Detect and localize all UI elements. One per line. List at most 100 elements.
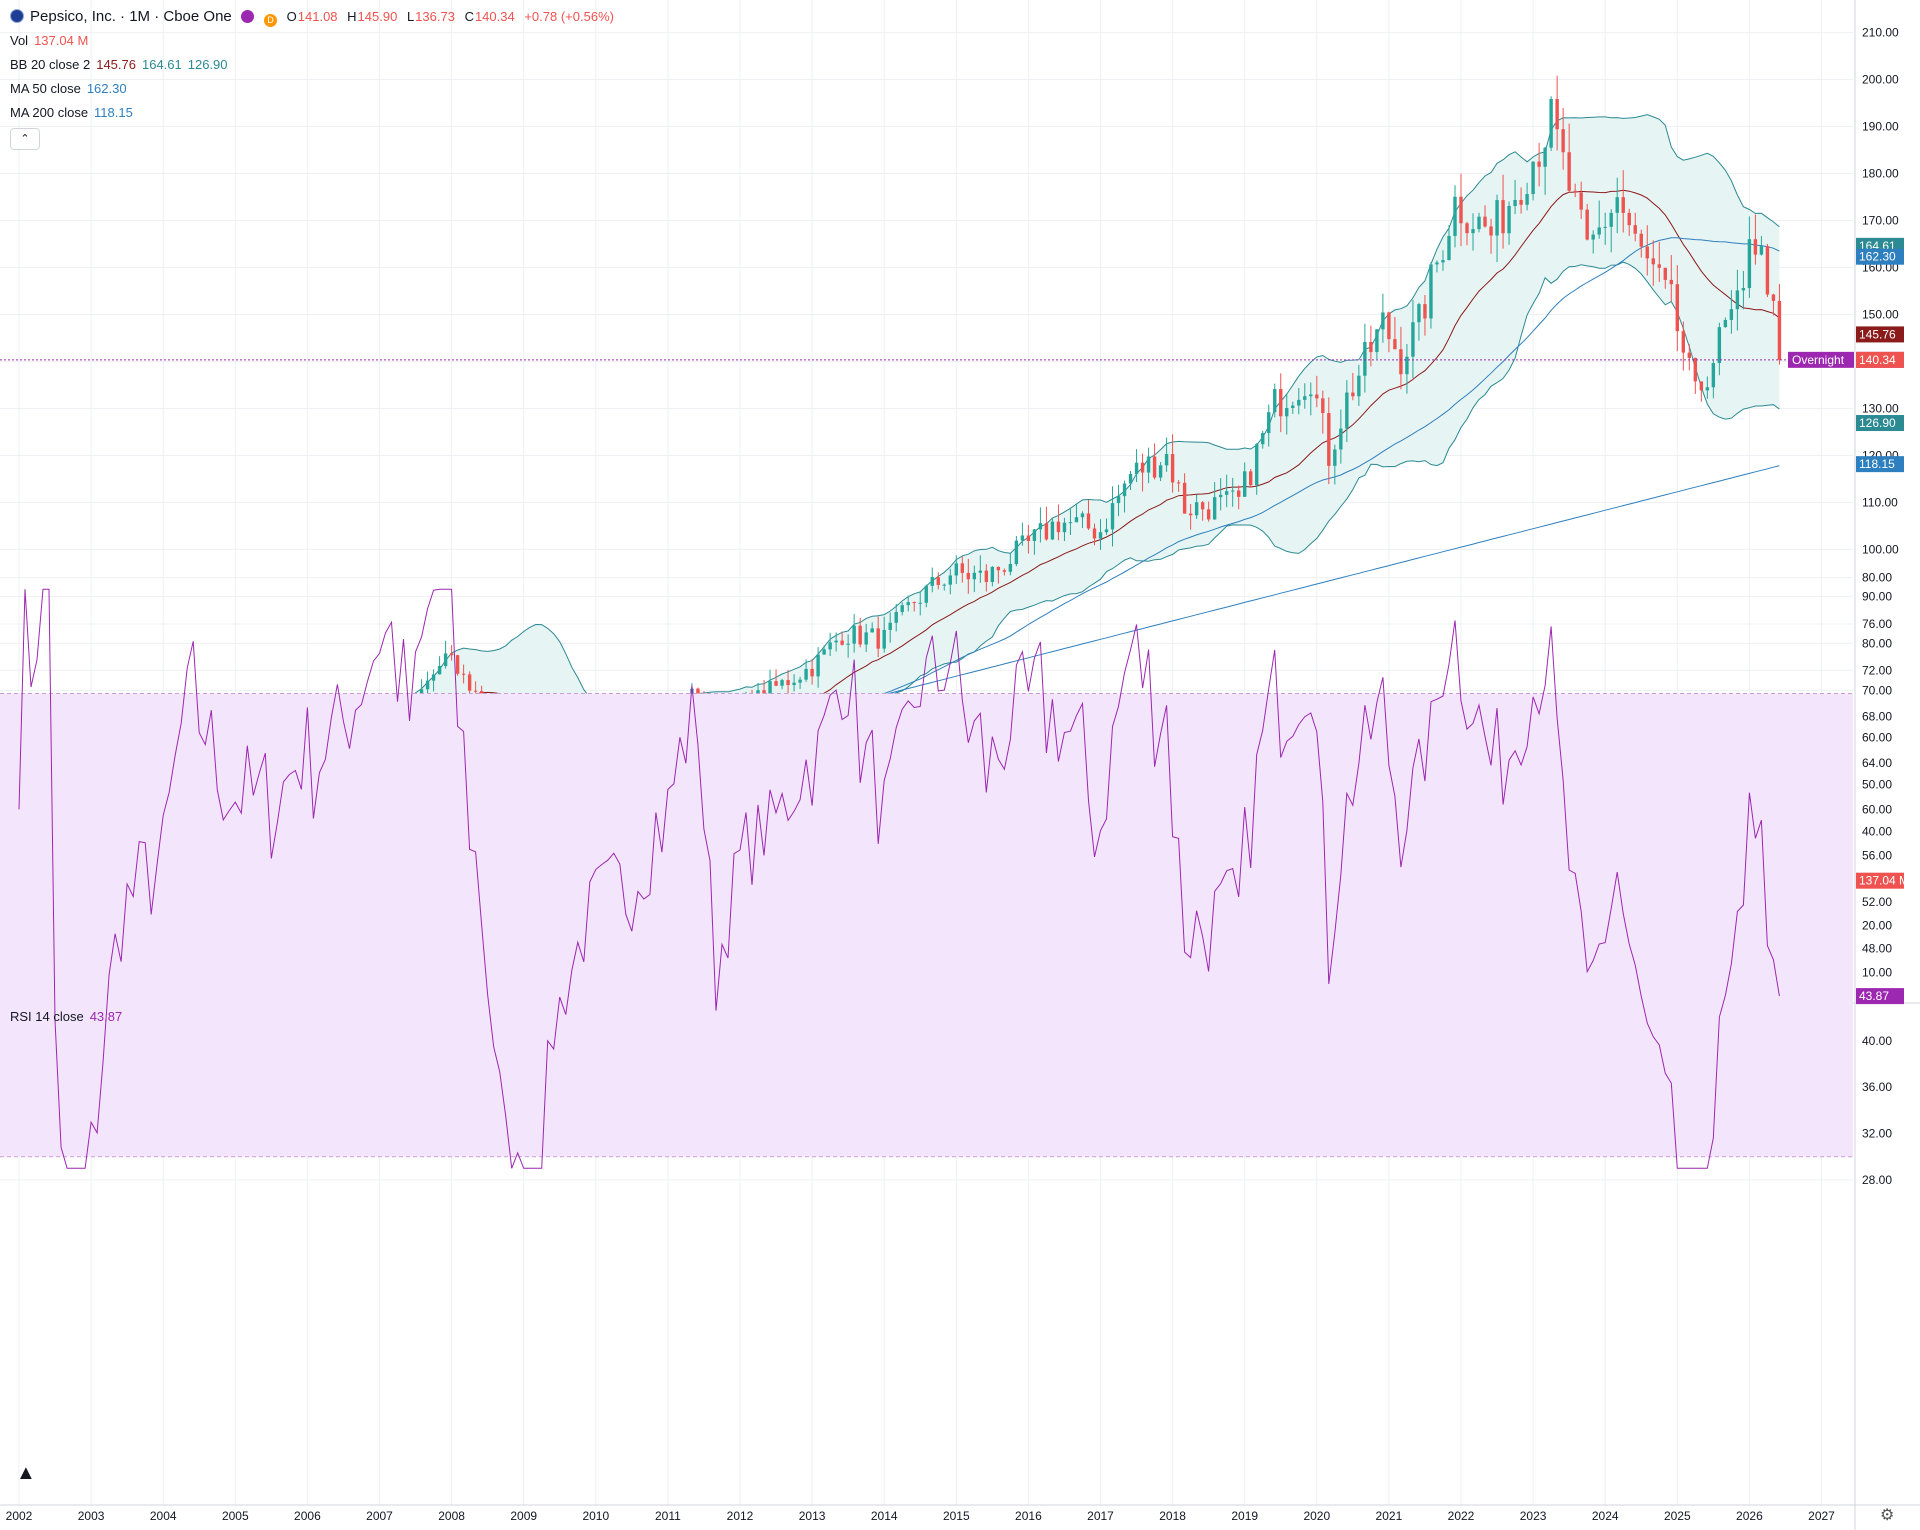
- time-axis-label: 2010: [582, 1509, 609, 1523]
- delayed-badge[interactable]: D: [264, 14, 278, 27]
- candle-body: [1609, 212, 1613, 227]
- candle-body: [1218, 494, 1223, 498]
- time-axis-label: 2014: [871, 1509, 898, 1523]
- candle-body: [954, 563, 958, 576]
- time-axis-label: 2022: [1448, 1509, 1475, 1523]
- time-axis-label: 2018: [1159, 1509, 1186, 1523]
- candle-body: [1086, 513, 1091, 529]
- candle-body: [1068, 522, 1073, 524]
- price-tag: [1856, 351, 1904, 368]
- candle-body: [1297, 399, 1301, 406]
- price-axis-label: 50.00: [1862, 777, 1892, 791]
- candle-body: [449, 653, 454, 656]
- rsi-axis-label: 76.00: [1862, 617, 1892, 631]
- time-axis-label: 2023: [1520, 1509, 1547, 1523]
- candle-body: [1080, 513, 1085, 518]
- candle-body: [437, 666, 442, 675]
- price-tag: [1856, 248, 1904, 265]
- candle-body: [1014, 540, 1019, 565]
- candle-body: [1567, 152, 1571, 191]
- ma50-label: MA 50 close: [10, 81, 81, 96]
- candle-body: [1579, 192, 1583, 210]
- pepsico-logo-icon: [10, 9, 24, 23]
- price-axis-label: 40.00: [1862, 824, 1892, 838]
- rsi-axis-label: 36.00: [1862, 1080, 1892, 1094]
- price-axis-label: 180.00: [1862, 167, 1899, 181]
- time-axis-label: 2015: [943, 1509, 970, 1523]
- candle-body: [996, 566, 1001, 571]
- candle-body: [1182, 482, 1187, 514]
- rsi-axis-label: 48.00: [1862, 941, 1892, 955]
- candle-body: [455, 655, 460, 674]
- candle-body: [1224, 491, 1229, 495]
- candle-body: [1411, 322, 1415, 357]
- candle-body: [1315, 394, 1319, 399]
- candle-body: [1489, 226, 1493, 236]
- collapse-legend-button[interactable]: ⌃: [10, 128, 40, 150]
- price-tag-label: 145.76: [1859, 327, 1896, 341]
- time-axis-label: 2026: [1736, 1509, 1763, 1523]
- candle-body: [972, 572, 977, 580]
- market-status-icon[interactable]: [241, 10, 255, 23]
- candle-body: [1110, 503, 1115, 530]
- price-tag: [1856, 872, 1904, 889]
- candle-body: [1693, 357, 1698, 382]
- candle-body: [1765, 246, 1770, 295]
- candle-body: [1116, 496, 1121, 504]
- candle-body: [1597, 227, 1601, 235]
- candle-body: [1327, 413, 1331, 466]
- candle-body: [1194, 502, 1199, 516]
- ma200-label: MA 200 close: [10, 105, 89, 120]
- vol-legend[interactable]: Vol 137.04 M: [10, 29, 94, 53]
- candle-body: [1303, 396, 1307, 400]
- candle-body: [1188, 513, 1193, 516]
- candle-body: [1627, 212, 1631, 226]
- candle-body: [1525, 194, 1529, 205]
- candle-body: [1657, 264, 1661, 268]
- rsi-legend[interactable]: RSI 14 close 43.87: [10, 1005, 128, 1029]
- time-axis-label: 2021: [1376, 1509, 1403, 1523]
- candle-body: [1369, 341, 1373, 353]
- candle-body: [960, 563, 965, 573]
- candle-body: [1417, 304, 1421, 323]
- bb-legend[interactable]: BB 20 close 2 145.76 164.61 126.90: [10, 53, 234, 77]
- gear-icon[interactable]: ⚙: [1880, 1507, 1895, 1524]
- candle-body: [1603, 226, 1607, 228]
- candle-body: [1423, 304, 1427, 319]
- candle-body: [1585, 209, 1589, 240]
- candle-body: [906, 602, 910, 606]
- candle-body: [1387, 312, 1391, 340]
- candle-body: [1267, 412, 1271, 434]
- candle-body: [822, 649, 826, 655]
- ohlc-open-label: O: [286, 9, 297, 24]
- ma200-legend[interactable]: MA 200 close 118.15: [10, 101, 139, 125]
- candle-body: [1507, 205, 1511, 234]
- candle-body: [1729, 309, 1734, 320]
- ohlc-open: 141.08: [297, 9, 338, 24]
- candle-body: [1236, 490, 1241, 497]
- symbol-title[interactable]: Pepsico, Inc. · 1M · Cboe One: [30, 8, 232, 25]
- time-axis-label: 2009: [510, 1509, 537, 1523]
- candle-body: [930, 577, 934, 586]
- candle-body: [1255, 444, 1259, 486]
- candle-body: [1200, 502, 1205, 510]
- ma50-legend[interactable]: MA 50 close 162.30: [10, 77, 133, 101]
- candle-body: [1375, 329, 1379, 353]
- rsi-axis-label: 28.00: [1862, 1173, 1892, 1187]
- candle-body: [443, 653, 448, 667]
- candle-body: [1741, 288, 1746, 291]
- candle-body: [888, 622, 892, 630]
- price-tag-label: 137.04 M: [1859, 874, 1909, 888]
- candle-body: [1681, 331, 1686, 353]
- candle-body: [1459, 196, 1463, 224]
- price-axis-label: 10.00: [1862, 965, 1892, 979]
- candle-body: [1471, 229, 1475, 234]
- tradingview-logo[interactable]: ▲: [16, 1462, 36, 1484]
- candle-body: [942, 584, 946, 586]
- ohlc-high: 145.90: [357, 9, 398, 24]
- candle-body: [1561, 129, 1565, 153]
- candle-body: [1621, 197, 1625, 213]
- price-tag: [1856, 415, 1904, 432]
- candle-body: [1651, 258, 1655, 265]
